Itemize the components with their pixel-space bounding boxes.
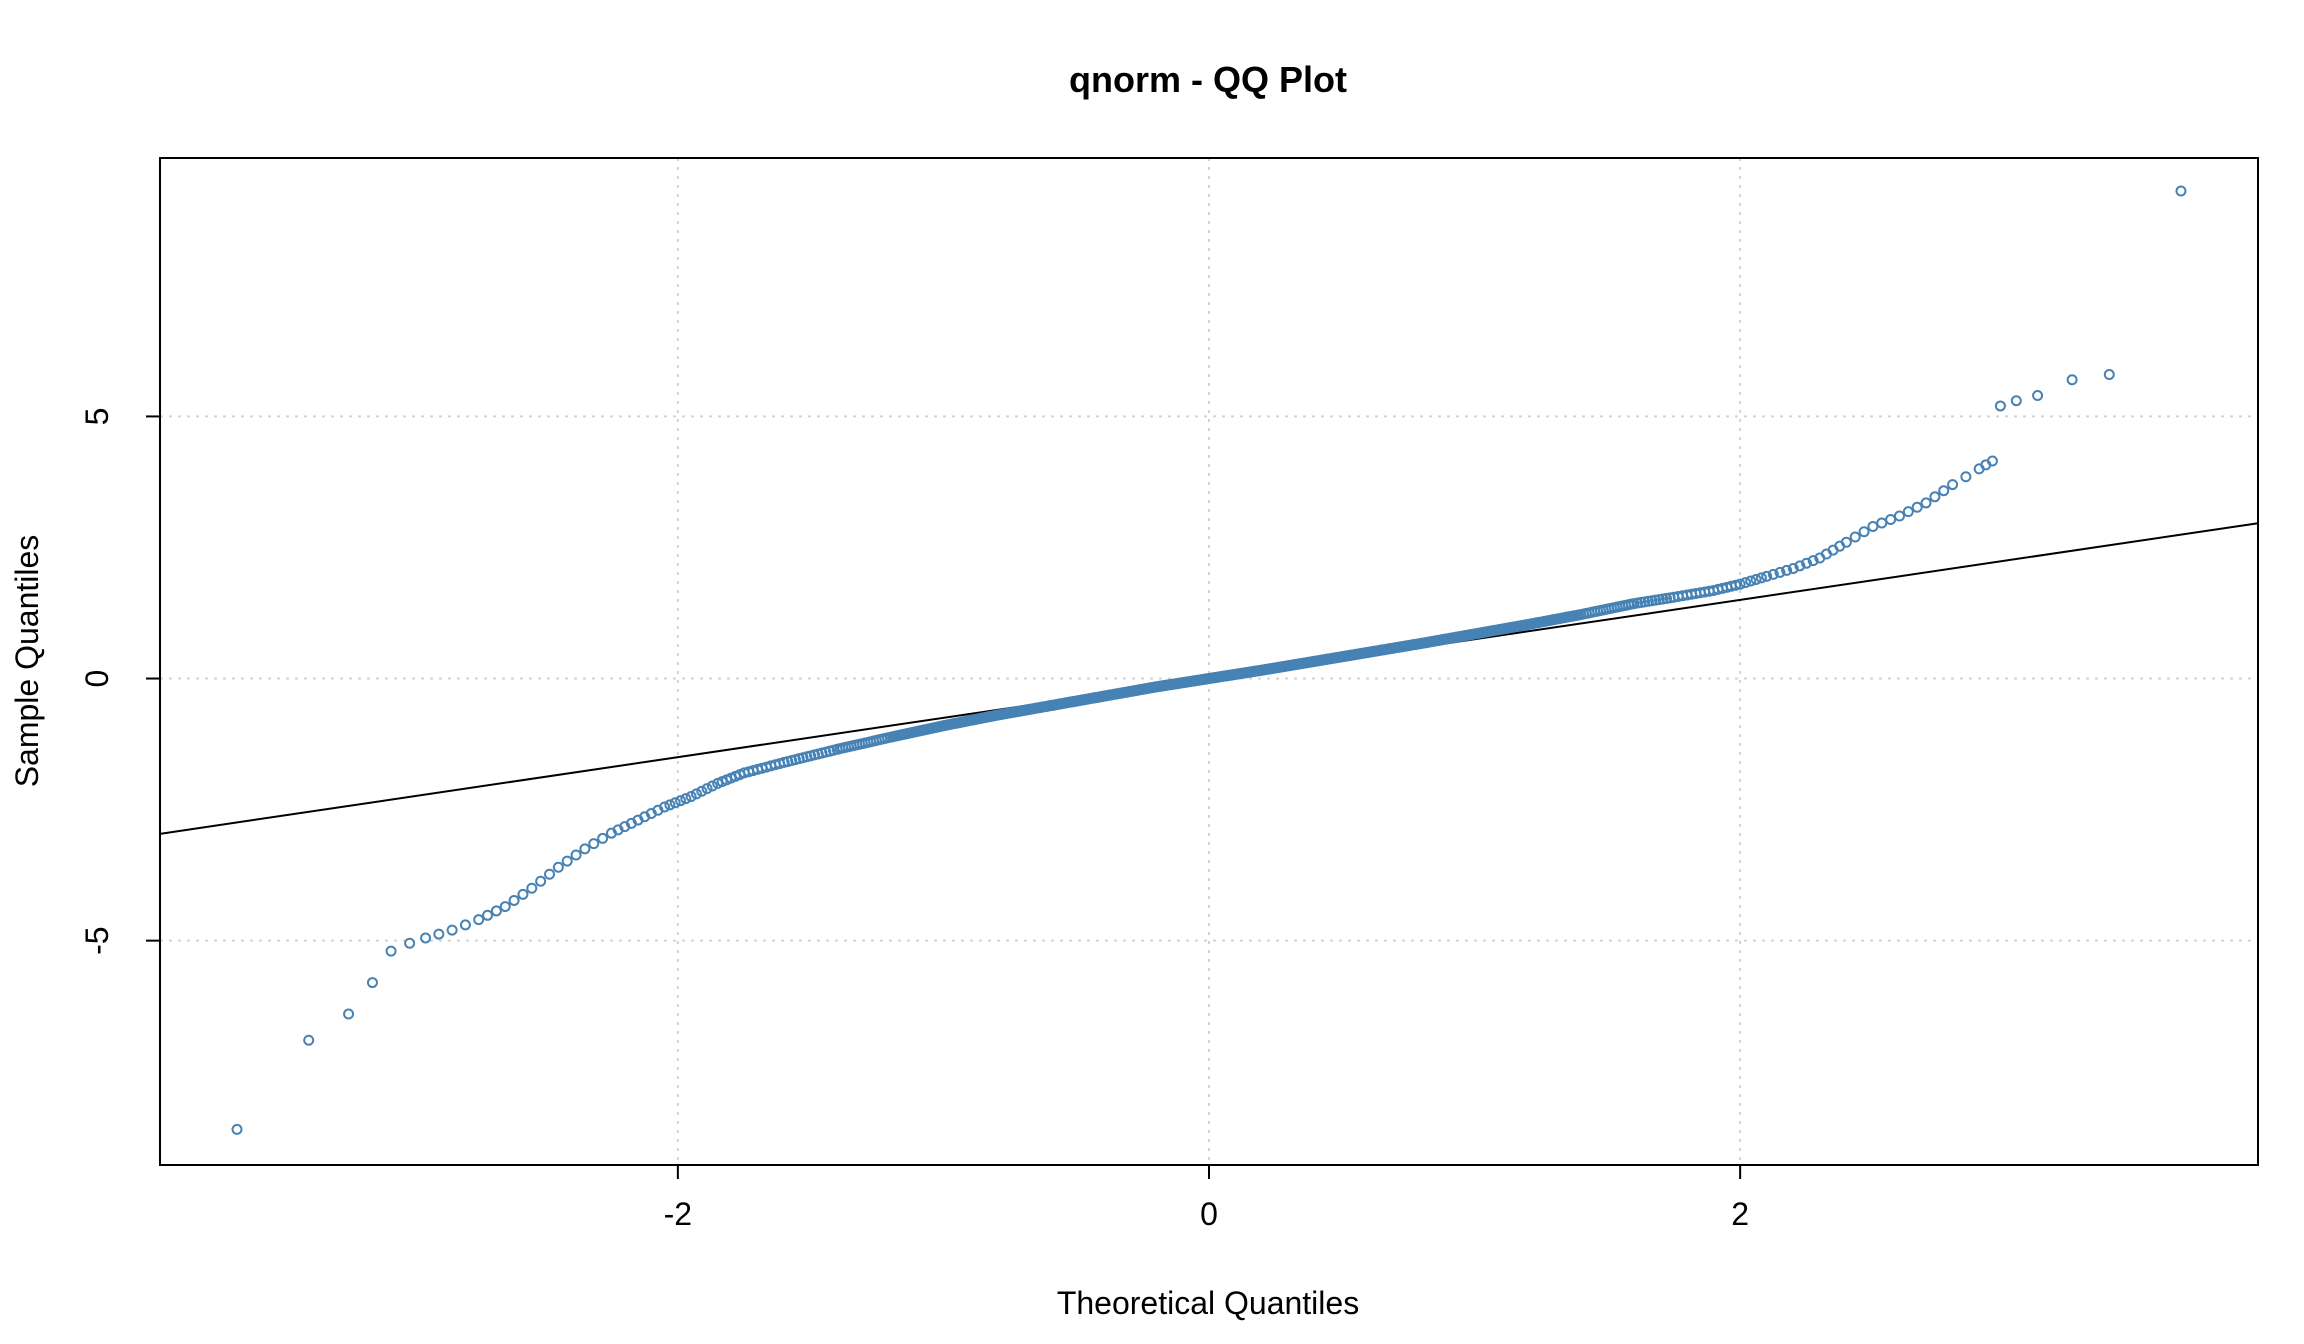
data-point — [1947, 479, 1959, 491]
data-point — [696, 785, 708, 797]
data-point — [579, 843, 591, 855]
data-point — [517, 888, 529, 900]
data-point — [1911, 501, 1923, 513]
data-point — [561, 855, 573, 867]
data-point — [2175, 185, 2187, 197]
data-point — [526, 882, 538, 894]
data-point — [1960, 471, 1972, 483]
data-point — [675, 795, 687, 807]
x-tick-label: 0 — [1200, 1196, 1218, 1232]
data-point — [570, 849, 582, 861]
data-point — [664, 799, 676, 811]
data-point — [1849, 531, 1861, 543]
data-point — [685, 790, 697, 802]
data-point — [597, 832, 609, 844]
data-point — [1920, 497, 1932, 509]
data-point — [544, 868, 556, 880]
data-point — [385, 945, 397, 957]
data-point — [552, 861, 564, 873]
y-axis-label: Sample Quantiles — [9, 535, 45, 788]
data-point — [343, 1008, 355, 1020]
data-point — [1739, 577, 1751, 589]
data-point — [499, 901, 511, 913]
data-point — [1755, 572, 1767, 584]
data-point — [420, 932, 432, 944]
data-point — [1807, 555, 1819, 567]
data-point — [1867, 521, 1879, 533]
data-point — [1876, 517, 1888, 529]
points-group — [231, 185, 2187, 1135]
data-point — [1787, 562, 1799, 574]
y-tick-label: 0 — [79, 670, 115, 688]
data-point — [303, 1034, 315, 1046]
data-point — [2103, 368, 2115, 380]
data-point — [2066, 374, 2078, 386]
data-point — [706, 780, 718, 792]
data-point — [1801, 557, 1813, 569]
data-point — [1840, 536, 1852, 548]
x-axis: -2 0 2 — [664, 1165, 1749, 1232]
data-point — [1781, 564, 1793, 576]
data-point — [1986, 455, 1998, 467]
data-point — [1767, 568, 1779, 580]
data-point — [680, 793, 692, 805]
data-point — [1902, 506, 1914, 518]
data-point — [1774, 566, 1786, 578]
y-tick-label: -5 — [79, 926, 115, 954]
data-point — [1929, 491, 1941, 503]
data-point — [433, 928, 445, 940]
data-point — [669, 797, 681, 809]
data-point — [231, 1123, 243, 1135]
x-tick-label: -2 — [664, 1196, 692, 1232]
grid — [160, 158, 2258, 1165]
data-point — [1994, 400, 2006, 412]
data-point — [701, 783, 713, 795]
data-point — [1745, 575, 1757, 587]
data-point — [1794, 560, 1806, 572]
data-point — [1885, 514, 1897, 526]
data-point — [473, 914, 485, 926]
data-point — [1730, 579, 1742, 591]
data-point — [404, 937, 416, 949]
x-axis-label: Theoretical Quantiles — [1057, 1285, 1359, 1321]
data-point — [446, 924, 458, 936]
data-point — [1761, 570, 1773, 582]
x-tick-label: 2 — [1731, 1196, 1749, 1232]
y-axis: -5 0 5 — [79, 408, 160, 955]
data-point — [535, 875, 547, 887]
data-point — [2010, 395, 2022, 407]
data-point — [1734, 578, 1746, 590]
data-point — [1750, 573, 1762, 585]
data-point — [366, 977, 378, 989]
data-point — [482, 909, 494, 921]
data-point — [588, 838, 600, 850]
data-point — [2032, 389, 2044, 401]
y-tick-label: 5 — [79, 408, 115, 426]
data-point — [659, 801, 671, 813]
data-point — [1858, 526, 1870, 538]
data-point — [459, 919, 471, 931]
data-point — [508, 894, 520, 906]
data-point — [1938, 485, 1950, 497]
data-point — [1893, 510, 1905, 522]
data-point — [490, 905, 502, 917]
chart-title: qnorm - QQ Plot — [1069, 59, 1347, 100]
data-point — [690, 788, 702, 800]
